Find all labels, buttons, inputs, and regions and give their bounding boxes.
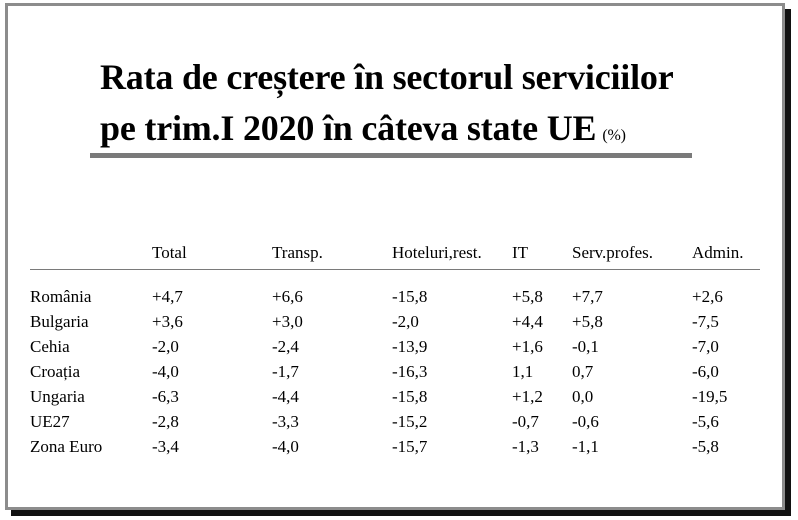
value-cell: -0,1: [572, 336, 599, 356]
page-title: Rata de creștere în sectorul serviciilor…: [100, 52, 674, 161]
value-cell: +1,6: [512, 336, 543, 356]
value-cell: +6,6: [272, 286, 303, 306]
value-cell: -4,4: [272, 386, 299, 406]
unit-label: (%): [602, 127, 626, 144]
country-cell: Zona Euro: [30, 436, 103, 456]
value-cell: -0,7: [512, 411, 539, 431]
table-row: UE27 -2,8 -3,3 -15,2 -0,7 -0,6 -5,6: [30, 409, 760, 434]
value-cell: +5,8: [572, 311, 603, 331]
value-cell: +4,7: [152, 286, 183, 306]
value-cell: -6,3: [152, 386, 179, 406]
column-header: [30, 237, 152, 270]
value-cell: -1,7: [272, 361, 299, 381]
table-row: Ungaria -6,3 -4,4 -15,8 +1,2 0,0 -19,5: [30, 384, 760, 409]
value-cell: 1,1: [512, 361, 534, 381]
value-cell: +1,2: [512, 386, 543, 406]
value-cell: -15,8: [392, 286, 428, 306]
column-header: Transp.: [272, 237, 392, 270]
value-cell: -5,6: [692, 411, 719, 431]
table-row: Bulgaria +3,6 +3,0 -2,0 +4,4 +5,8 -7,5: [30, 309, 760, 334]
country-cell: Bulgaria: [30, 311, 89, 331]
value-cell: -3,3: [272, 411, 299, 431]
value-cell: -2,4: [272, 336, 299, 356]
value-cell: -5,8: [692, 436, 719, 456]
value-cell: -13,9: [392, 336, 428, 356]
country-cell: Ungaria: [30, 386, 85, 406]
title-line-1: Rata de creștere în sectorul serviciilor: [100, 57, 674, 97]
table-row: Zona Euro -3,4 -4,0 -15,7 -1,3 -1,1 -5,8: [30, 434, 760, 459]
value-cell: -7,5: [692, 311, 719, 331]
column-header: IT: [512, 237, 572, 270]
value-cell: -4,0: [272, 436, 299, 456]
country-cell: UE27: [30, 411, 70, 431]
value-cell: -2,0: [152, 336, 179, 356]
column-header: Serv.profes.: [572, 237, 692, 270]
value-cell: -7,0: [692, 336, 719, 356]
table-header-row: Total Transp. Hoteluri,rest. IT Serv.pro…: [30, 237, 760, 270]
title-underline: [90, 153, 692, 158]
column-header: Hoteluri,rest.: [392, 237, 512, 270]
value-cell: -6,0: [692, 361, 719, 381]
country-cell: Croația: [30, 361, 81, 381]
value-cell: +4,4: [512, 311, 543, 331]
value-cell: -0,6: [572, 411, 599, 431]
value-cell: -15,2: [392, 411, 428, 431]
growth-table: Total Transp. Hoteluri,rest. IT Serv.pro…: [30, 237, 760, 459]
table-row: România +4,7 +6,6 -15,8 +5,8 +7,7 +2,6: [30, 284, 760, 309]
country-cell: Cehia: [30, 336, 70, 356]
value-cell: +7,7: [572, 286, 603, 306]
value-cell: -15,7: [392, 436, 428, 456]
value-cell: +5,8: [512, 286, 543, 306]
spacer-row: [30, 270, 760, 285]
value-cell: -16,3: [392, 361, 428, 381]
value-cell: -2,8: [152, 411, 179, 431]
title-line-2: pe trim.I 2020 în câteva state UE (%): [100, 103, 673, 161]
value-cell: 0,7: [572, 361, 594, 381]
value-cell: +3,0: [272, 311, 303, 331]
value-cell: -2,0: [392, 311, 419, 331]
value-cell: -4,0: [152, 361, 179, 381]
value-cell: -1,3: [512, 436, 539, 456]
table-body: România +4,7 +6,6 -15,8 +5,8 +7,7 +2,6 Bulgaria…: [30, 270, 760, 460]
title-line-2-text: pe trim.I 2020 în câteva state UE: [100, 108, 597, 148]
table-row: Croația -4,0 -1,7 -16,3 1,1 0,7 -6,0: [30, 359, 760, 384]
value-cell: -19,5: [692, 386, 728, 406]
value-cell: 0,0: [572, 386, 594, 406]
country-cell: România: [30, 286, 92, 306]
column-header: Admin.: [692, 237, 760, 270]
spacer-cell: [30, 270, 760, 285]
value-cell: -15,8: [392, 386, 428, 406]
value-cell: -3,4: [152, 436, 179, 456]
table-row: Cehia -2,0 -2,4 -13,9 +1,6 -0,1 -7,0: [30, 334, 760, 359]
column-header: Total: [152, 237, 272, 270]
value-cell: -1,1: [572, 436, 599, 456]
value-cell: +3,6: [152, 311, 183, 331]
value-cell: +2,6: [692, 286, 723, 306]
